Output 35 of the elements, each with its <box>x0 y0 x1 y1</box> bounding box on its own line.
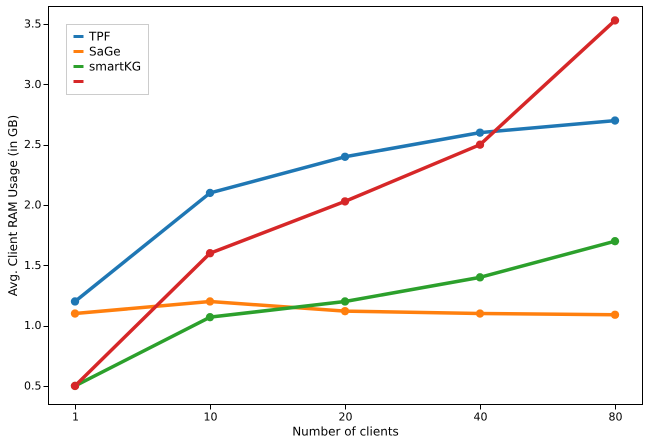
x-tick-label: 10 <box>204 410 218 424</box>
legend-label: TPF <box>88 30 111 44</box>
point <box>610 237 620 246</box>
point <box>340 306 350 316</box>
y-tick-label: 3.5 <box>24 18 42 31</box>
point <box>340 197 350 206</box>
point <box>476 128 484 137</box>
x-tick-label: 40 <box>474 410 488 424</box>
y-tick-label: 2.0 <box>24 198 42 212</box>
x-axis-title: Number of clients <box>292 424 399 438</box>
y-tick-label: 1.0 <box>24 319 42 332</box>
point <box>206 249 214 258</box>
point <box>476 140 484 149</box>
point <box>476 309 484 318</box>
y-tick-label: 0.5 <box>24 379 42 392</box>
point <box>206 188 214 198</box>
y-tick-label: 2.5 <box>24 138 42 152</box>
point <box>206 312 214 322</box>
point <box>70 309 80 318</box>
point <box>610 16 620 25</box>
point <box>476 273 484 282</box>
legend-label: SaGe <box>89 44 121 58</box>
point <box>610 310 620 319</box>
x-tick-label: 1 <box>72 410 79 424</box>
point <box>70 297 80 306</box>
y-tick-label: 1.5 <box>24 258 42 272</box>
x-tick-label: 80 <box>608 410 622 424</box>
point <box>340 152 350 161</box>
y-axis-title: Avg. Client RAM Usage (in GB) <box>6 114 20 296</box>
y-tick-label: 3.0 <box>24 78 42 91</box>
point <box>610 116 620 125</box>
x-tick-label: 20 <box>338 410 352 424</box>
point <box>340 297 350 306</box>
point <box>206 297 214 306</box>
legend-label: smartKG <box>89 60 142 74</box>
